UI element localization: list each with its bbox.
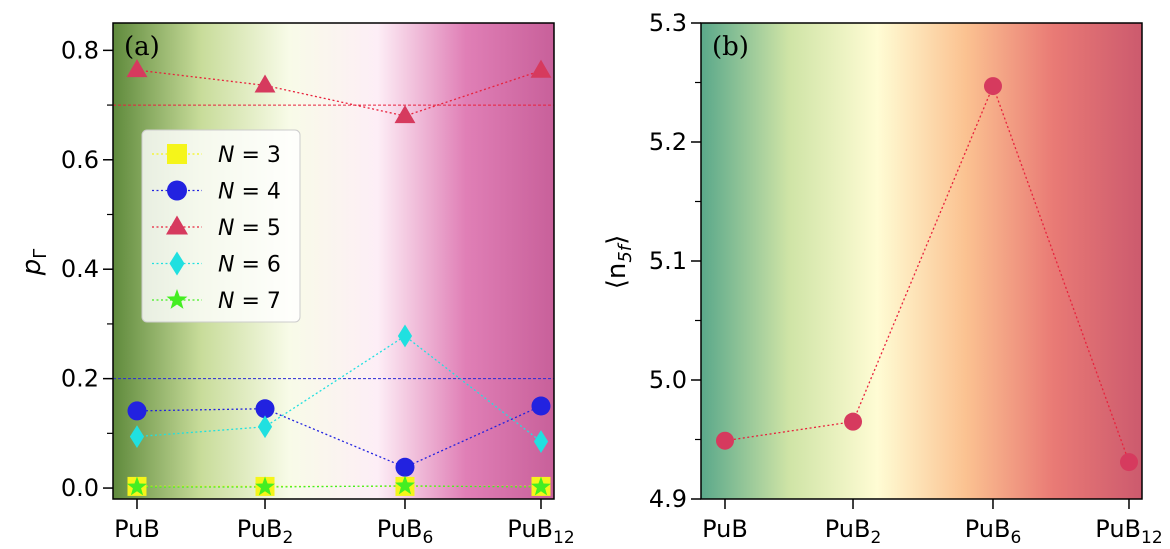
x-tick-label: PuB6 — [965, 515, 1022, 548]
y-tick-label: 5.1 — [649, 247, 687, 275]
legend-label: N = 7 — [218, 289, 281, 314]
panel-a-y-axis: 0.0 0.2 0.4 0.6 0.8 — [61, 36, 113, 502]
data-point — [394, 105, 416, 124]
data-point — [127, 401, 147, 421]
x-tick-label: PuB12 — [507, 515, 574, 548]
data-point — [254, 74, 276, 93]
panel-a-series — [126, 59, 552, 496]
data-point — [129, 425, 145, 449]
y-tick-label: 0.2 — [61, 365, 99, 393]
data-point — [531, 476, 551, 496]
legend-box — [141, 129, 301, 323]
data-point — [255, 476, 275, 496]
panel-a-legend: N = 3 N = 4 N = 5 N = 6 N = 7 — [141, 129, 301, 323]
legend-label: N = 3 — [218, 143, 281, 168]
data-point — [844, 412, 863, 431]
legend-label: N = 5 — [218, 216, 281, 241]
legend-label: N = 6 — [218, 253, 281, 278]
panel-b: 4.9 5.0 5.1 5.2 5.3 PuB PuB2 PuB6 PuB12 (b) ⟨n5… — [602, 9, 1163, 548]
y-tick-label: 4.9 — [649, 485, 687, 513]
legend-marker — [167, 144, 187, 164]
panel-b-background — [701, 23, 1142, 499]
panel-a-x-axis: PuB PuB2 PuB6 PuB12 — [114, 499, 575, 548]
legend-label: N = 4 — [218, 180, 281, 205]
series-line — [136, 335, 542, 443]
data-point — [257, 415, 273, 439]
y-tick-label: 0.6 — [61, 146, 99, 174]
y-tick-label: 5.0 — [649, 366, 687, 394]
data-point — [531, 396, 551, 416]
x-tick-label: PuB — [114, 515, 160, 543]
y-tick-label: 0.4 — [61, 255, 99, 283]
legend-marker — [166, 215, 188, 235]
data-point — [397, 324, 413, 348]
y-tick-label: 5.2 — [649, 128, 687, 156]
panel-b-x-axis: PuB PuB2 PuB6 PuB12 — [702, 499, 1163, 548]
x-tick-label: PuB — [702, 515, 748, 543]
series-line — [137, 485, 542, 488]
data-point — [127, 476, 147, 496]
data-point — [255, 399, 275, 419]
data-point — [530, 59, 552, 78]
x-tick-label: PuB2 — [825, 515, 882, 548]
panel-b-y-axis-title: ⟨n5f⟩ — [602, 235, 636, 290]
series-line — [136, 69, 542, 117]
data-point — [395, 457, 415, 477]
x-tick-label: PuB6 — [377, 515, 434, 548]
data-point — [533, 430, 549, 453]
panel-b-y-axis: 4.9 5.0 5.1 5.2 5.3 — [649, 9, 701, 513]
x-tick-label: PuB2 — [237, 515, 294, 548]
data-point — [395, 475, 415, 495]
legend-marker — [169, 251, 185, 276]
legend-marker — [167, 180, 187, 201]
data-point — [715, 431, 734, 450]
data-point — [1119, 453, 1138, 472]
panel-a-frame — [112, 22, 555, 500]
data-point — [983, 77, 1002, 96]
panel-b-label: (b) — [712, 32, 749, 62]
data-point — [126, 59, 148, 78]
x-tick-label: PuB12 — [1095, 515, 1162, 548]
y-tick-label: 5.3 — [649, 9, 687, 37]
panel-a: 0.00.20.40.60.8 PuB PuB2 PuB6 PuB12 (a) pΓ … — [17, 22, 575, 548]
panel-a-label: (a) — [124, 32, 160, 62]
y-tick-label: 0.8 — [61, 36, 99, 64]
panel-a-y-axis-title: pΓ — [17, 249, 51, 277]
series-line — [724, 84, 1130, 463]
panel-b-series — [715, 77, 1138, 472]
series-line — [136, 405, 542, 469]
y-tick-label: 0.0 — [61, 474, 99, 502]
legend-marker — [166, 289, 188, 309]
